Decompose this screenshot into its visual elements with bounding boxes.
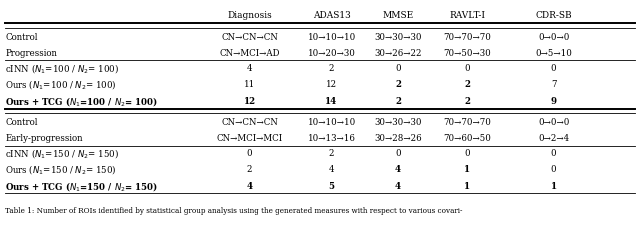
Text: ADAS13: ADAS13 bbox=[313, 11, 350, 20]
Text: cINN ($N_1$=150 / $N_2$= 150): cINN ($N_1$=150 / $N_2$= 150) bbox=[5, 146, 119, 160]
Text: 0: 0 bbox=[551, 148, 556, 157]
Text: 30→28→26: 30→28→26 bbox=[374, 134, 422, 143]
Text: 30→30→30: 30→30→30 bbox=[374, 117, 422, 126]
Text: RAVLT-I: RAVLT-I bbox=[449, 11, 485, 20]
Text: CN→MCI→AD: CN→MCI→AD bbox=[220, 49, 280, 58]
Text: 4: 4 bbox=[395, 165, 401, 174]
Text: Ours + TCG ($N_1$=100 / $N_2$= 100): Ours + TCG ($N_1$=100 / $N_2$= 100) bbox=[5, 94, 158, 107]
Text: CN→CN→CN: CN→CN→CN bbox=[221, 33, 278, 42]
Text: 5: 5 bbox=[328, 181, 335, 190]
Text: cINN ($N_1$=100 / $N_2$= 100): cINN ($N_1$=100 / $N_2$= 100) bbox=[5, 62, 119, 75]
Text: Early-progression: Early-progression bbox=[5, 134, 83, 143]
Text: Ours ($N_1$=100 / $N_2$= 100): Ours ($N_1$=100 / $N_2$= 100) bbox=[5, 78, 116, 91]
Text: Control: Control bbox=[5, 117, 38, 126]
Text: 0: 0 bbox=[465, 64, 470, 73]
Text: Progression: Progression bbox=[5, 49, 57, 58]
Text: 7: 7 bbox=[551, 80, 556, 89]
Text: 14: 14 bbox=[325, 96, 338, 105]
Text: 2: 2 bbox=[247, 165, 252, 174]
Text: 0: 0 bbox=[465, 148, 470, 157]
Text: 0: 0 bbox=[551, 165, 556, 174]
Text: 0→2→4: 0→2→4 bbox=[538, 134, 569, 143]
Text: 0→5→10: 0→5→10 bbox=[535, 49, 572, 58]
Text: MMSE: MMSE bbox=[383, 11, 413, 20]
Text: Control: Control bbox=[5, 33, 38, 42]
Text: 4: 4 bbox=[329, 165, 334, 174]
Text: 1: 1 bbox=[464, 181, 470, 190]
Text: 2: 2 bbox=[395, 96, 401, 105]
Text: CN→MCI→MCI: CN→MCI→MCI bbox=[216, 134, 283, 143]
Text: Table 1: Number of ROIs identified by statistical group analysis using the gener: Table 1: Number of ROIs identified by st… bbox=[5, 206, 463, 214]
Text: 30→30→30: 30→30→30 bbox=[374, 33, 422, 42]
Text: 2: 2 bbox=[395, 80, 401, 89]
Text: 10→13→16: 10→13→16 bbox=[308, 134, 355, 143]
Text: 0: 0 bbox=[396, 148, 401, 157]
Text: Ours + TCG ($N_1$=150 / $N_2$= 150): Ours + TCG ($N_1$=150 / $N_2$= 150) bbox=[5, 179, 158, 192]
Text: 10→10→10: 10→10→10 bbox=[307, 33, 356, 42]
Text: 1: 1 bbox=[550, 181, 557, 190]
Text: 30→26→22: 30→26→22 bbox=[374, 49, 422, 58]
Text: 12: 12 bbox=[244, 96, 255, 105]
Text: 2: 2 bbox=[464, 80, 470, 89]
Text: 4: 4 bbox=[246, 181, 253, 190]
Text: 0: 0 bbox=[247, 148, 252, 157]
Text: 0→0→0: 0→0→0 bbox=[538, 117, 570, 126]
Text: 0: 0 bbox=[396, 64, 401, 73]
Text: 4: 4 bbox=[247, 64, 252, 73]
Text: 2: 2 bbox=[329, 148, 334, 157]
Text: 12: 12 bbox=[326, 80, 337, 89]
Text: 0: 0 bbox=[551, 64, 556, 73]
Text: 10→20→30: 10→20→30 bbox=[308, 49, 355, 58]
Text: Ours ($N_1$=150 / $N_2$= 150): Ours ($N_1$=150 / $N_2$= 150) bbox=[5, 163, 116, 176]
Text: 11: 11 bbox=[244, 80, 255, 89]
Text: 70→60→50: 70→60→50 bbox=[444, 134, 491, 143]
Text: 70→50→30: 70→50→30 bbox=[444, 49, 491, 58]
Text: Diagnosis: Diagnosis bbox=[227, 11, 272, 20]
Text: 2: 2 bbox=[464, 96, 470, 105]
Text: 9: 9 bbox=[550, 96, 557, 105]
Text: 2: 2 bbox=[329, 64, 334, 73]
Text: 1: 1 bbox=[464, 165, 470, 174]
Text: 70→70→70: 70→70→70 bbox=[444, 33, 491, 42]
Text: CDR-SB: CDR-SB bbox=[535, 11, 572, 20]
Text: 10→10→10: 10→10→10 bbox=[307, 117, 356, 126]
Text: CN→CN→CN: CN→CN→CN bbox=[221, 117, 278, 126]
Text: 0→0→0: 0→0→0 bbox=[538, 33, 570, 42]
Text: 70→70→70: 70→70→70 bbox=[444, 117, 491, 126]
Text: 4: 4 bbox=[395, 181, 401, 190]
